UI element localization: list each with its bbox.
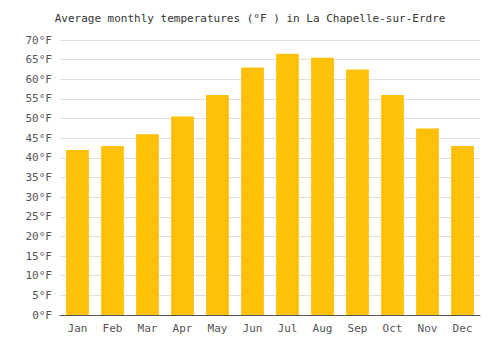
svg-text:60°F: 60°F bbox=[26, 73, 53, 86]
svg-text:Mar: Mar bbox=[138, 322, 158, 335]
svg-text:Average monthly temperatures (: Average monthly temperatures (°F ) in La… bbox=[55, 12, 446, 25]
svg-text:Apr: Apr bbox=[173, 322, 193, 335]
svg-text:0°F: 0°F bbox=[32, 309, 52, 322]
svg-text:Jun: Jun bbox=[243, 322, 263, 335]
svg-text:10°F: 10°F bbox=[26, 269, 53, 282]
svg-text:Jan: Jan bbox=[68, 322, 88, 335]
svg-text:Nov: Nov bbox=[418, 322, 438, 335]
svg-text:May: May bbox=[208, 322, 228, 335]
svg-text:30°F: 30°F bbox=[26, 191, 53, 204]
svg-text:50°F: 50°F bbox=[26, 112, 53, 125]
svg-text:Dec: Dec bbox=[453, 322, 473, 335]
svg-text:Feb: Feb bbox=[103, 322, 123, 335]
svg-text:Sep: Sep bbox=[348, 322, 368, 335]
svg-text:Aug: Aug bbox=[313, 322, 333, 335]
svg-text:15°F: 15°F bbox=[26, 250, 53, 263]
svg-text:35°F: 35°F bbox=[26, 171, 53, 184]
svg-text:55°F: 55°F bbox=[26, 92, 53, 105]
svg-text:40°F: 40°F bbox=[26, 151, 53, 164]
svg-text:Jul: Jul bbox=[278, 322, 298, 335]
svg-text:25°F: 25°F bbox=[26, 210, 53, 223]
svg-text:65°F: 65°F bbox=[26, 53, 53, 66]
svg-text:Oct: Oct bbox=[383, 322, 403, 335]
svg-text:20°F: 20°F bbox=[26, 230, 53, 243]
svg-text:5°F: 5°F bbox=[32, 289, 52, 302]
svg-text:70°F: 70°F bbox=[26, 34, 53, 47]
svg-text:45°F: 45°F bbox=[26, 132, 53, 145]
